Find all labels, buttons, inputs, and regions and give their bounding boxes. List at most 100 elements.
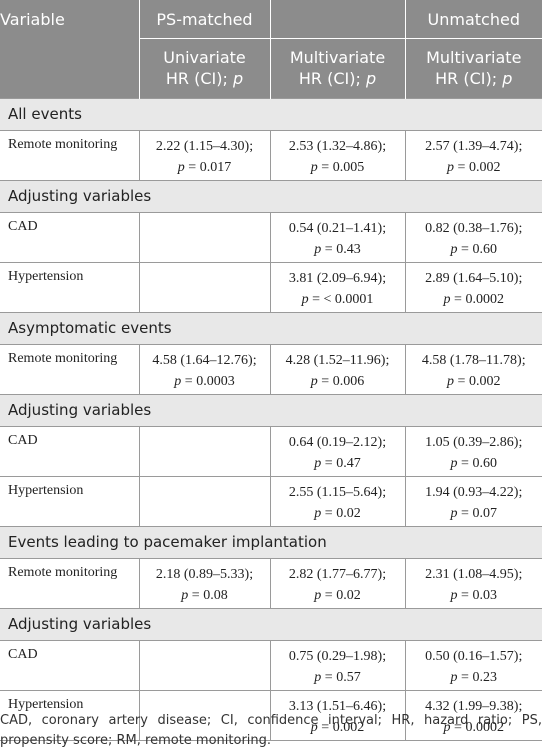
table-row: Hypertension 3.13 (1.51–6.46); p = 0.002 4.… — [0, 690, 542, 741]
hr-value-cell — [138, 426, 271, 477]
hr-ci-value: 4.58 (1.78–11.78); — [421, 353, 526, 368]
variable-cell: CAD — [0, 426, 140, 477]
section-header-row: Adjusting variables — [0, 394, 542, 427]
hr-value-cell — [138, 476, 271, 527]
hr-value-cell: 0.75 (0.29–1.98); p = 0.57 — [269, 640, 406, 691]
variable-header-label: Variable — [0, 10, 65, 29]
section-title: Adjusting variables — [8, 615, 152, 633]
hr-ci-value: 2.31 (1.08–4.95); — [425, 567, 523, 582]
hr-value-cell: 2.57 (1.39–4.74); p = 0.002 — [404, 130, 542, 181]
hr-value-cell: 4.32 (1.99–9.38); p = 0.0002 — [404, 690, 542, 741]
hr-value-cell: 2.89 (1.64–5.10); p = 0.0002 — [404, 262, 542, 313]
p-value: 0.23 — [472, 670, 497, 685]
p-symbol: p — [181, 588, 189, 603]
p-value: 0.002 — [468, 374, 501, 389]
hr-ci-value: 2.57 (1.39–4.74); — [425, 139, 523, 154]
variable-label: Remote monitoring — [8, 351, 118, 366]
variable-label: Hypertension — [8, 483, 84, 498]
multivariate-label: Multivariate — [289, 48, 386, 67]
hr-ci-value: 0.82 (0.38–1.76); — [425, 221, 523, 236]
hr-value-cell: 2.55 (1.15–5.64); p = 0.02 — [269, 476, 406, 527]
hr-value-cell: 1.94 (0.93–4.22); p = 0.07 — [404, 476, 542, 527]
p-symbol: p — [450, 242, 458, 257]
hr-ci-value: 2.55 (1.15–5.64); — [288, 485, 387, 500]
p-value: 0.02 — [336, 588, 361, 603]
variable-cell: Remote monitoring — [0, 130, 140, 181]
p-value: < 0.0001 — [323, 292, 374, 307]
p-symbol: p — [314, 670, 322, 685]
p-value: 0.03 — [472, 588, 497, 603]
ps-matched-blank-header — [269, 0, 405, 39]
hr-ci-value: 2.18 (0.89–5.33); — [155, 567, 254, 582]
variable-label: Hypertension — [8, 697, 84, 712]
p-value: 0.0002 — [465, 292, 504, 307]
p-symbol: p — [443, 292, 451, 307]
hr-ci-value: 0.50 (0.16–1.57); — [425, 649, 523, 664]
hr-ci-label: HR (CI); — [165, 69, 228, 88]
hr-value-cell: 2.82 (1.77–6.77); p = 0.02 — [269, 558, 406, 609]
variable-label: CAD — [8, 647, 38, 662]
p-value: 0.017 — [199, 160, 232, 175]
hr-value-cell: 2.31 (1.08–4.95); p = 0.03 — [404, 558, 542, 609]
hr-ci-value: 4.32 (1.99–9.38); — [425, 699, 523, 714]
p-label: p — [502, 69, 513, 88]
p-value: 0.60 — [472, 456, 497, 471]
hr-ci-value: 0.75 (0.29–1.98); — [288, 649, 387, 664]
p-value: 0.0003 — [196, 374, 235, 389]
p-symbol: p — [314, 588, 322, 603]
p-symbol: p — [314, 506, 322, 521]
hr-value-cell: 4.28 (1.52–11.96); p = 0.006 — [269, 344, 406, 395]
hr-ci-value: 1.94 (0.93–4.22); — [425, 485, 523, 500]
variable-cell: CAD — [0, 212, 140, 263]
p-symbol: p — [314, 242, 322, 257]
p-value: 0.60 — [472, 242, 497, 257]
p-value: 0.006 — [332, 374, 365, 389]
hr-value-cell: 0.82 (0.38–1.76); p = 0.60 — [404, 212, 542, 263]
variable-cell: Remote monitoring — [0, 344, 140, 395]
hr-value-cell: 2.22 (1.15–4.30); p = 0.017 — [138, 130, 271, 181]
p-value: 0.02 — [336, 506, 361, 521]
p-symbol: p — [447, 160, 455, 175]
p-symbol: p — [447, 374, 455, 389]
hr-value-cell — [138, 262, 271, 313]
p-value: 0.57 — [336, 670, 361, 685]
header-row-1: Variable PS-matched Unmatched — [0, 0, 542, 99]
table-body: All events Remote monitoring 2.22 (1.15–4.… — [0, 98, 542, 741]
hr-value-cell — [138, 212, 271, 263]
hr-value-cell: 2.18 (0.89–5.33); p = 0.08 — [138, 558, 271, 609]
section-title: Adjusting variables — [8, 401, 152, 419]
hr-value-cell: 2.53 (1.32–4.86); p = 0.005 — [269, 130, 406, 181]
p-symbol: p — [301, 292, 309, 307]
table-row: Hypertension 2.55 (1.15–5.64); p = 0.02 1.9… — [0, 476, 542, 527]
section-title: Adjusting variables — [8, 187, 152, 205]
p-symbol: p — [310, 160, 318, 175]
section-header-row: Events leading to pacemaker implantation — [0, 526, 542, 559]
hr-value-cell: 0.54 (0.21–1.41); p = 0.43 — [269, 212, 406, 263]
hr-ci-value: 3.81 (2.09–6.94); — [288, 271, 387, 286]
hr-value-cell: 4.58 (1.64–12.76); p = 0.0003 — [138, 344, 271, 395]
hr-ci-value: 3.13 (1.51–6.46); — [288, 699, 387, 714]
hr-value-cell: 4.58 (1.78–11.78); p = 0.002 — [404, 344, 542, 395]
p-value: 0.0002 — [465, 720, 504, 735]
hr-ci-value: 2.22 (1.15–4.30); — [155, 139, 254, 154]
ps-matched-label: PS-matched — [156, 10, 253, 29]
table-row: CAD 0.54 (0.21–1.41); p = 0.43 0.82 (0.38–1… — [0, 212, 542, 263]
p-value: 0.005 — [332, 160, 365, 175]
table-row: CAD 0.64 (0.19–2.12); p = 0.47 1.05 (0.39–2… — [0, 426, 542, 477]
variable-cell: Hypertension — [0, 476, 140, 527]
variable-header: Variable — [0, 0, 139, 99]
univariate-label: Univariate — [163, 48, 246, 67]
hr-ci-value: 4.28 (1.52–11.96); — [285, 353, 390, 368]
unmatched-header: Unmatched — [404, 0, 542, 39]
hr-value-cell — [138, 640, 271, 691]
p-symbol: p — [450, 588, 458, 603]
section-title: Asymptomatic events — [8, 319, 172, 337]
table-footnote: CAD, coronary artery disease; CI, confid… — [0, 713, 542, 748]
table-row: Remote monitoring 4.58 (1.64–12.76); p = 0… — [0, 344, 542, 395]
variable-cell: CAD — [0, 640, 140, 691]
p-symbol: p — [174, 374, 182, 389]
table-row: Hypertension 3.81 (2.09–6.94); p = < 0.000… — [0, 262, 542, 313]
hr-ci-value: 2.53 (1.32–4.86); — [288, 139, 387, 154]
p-symbol: p — [450, 670, 458, 685]
